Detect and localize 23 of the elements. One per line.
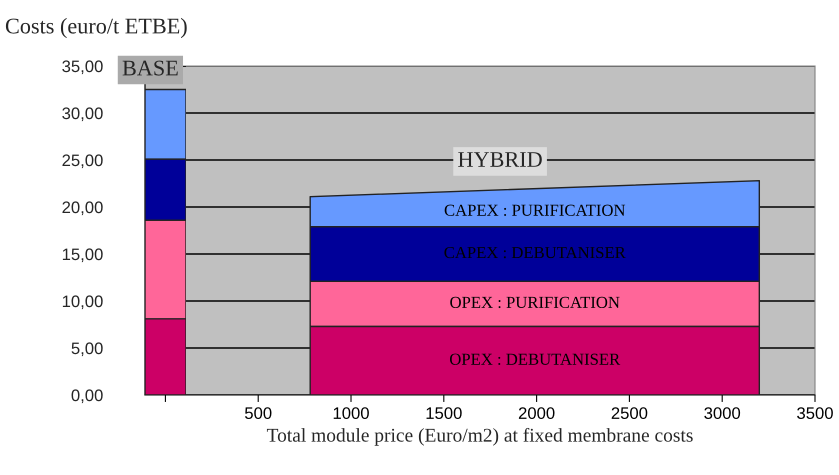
y-axis-title: Costs (euro/t ETBE): [6, 18, 187, 38]
series-label: CAPEX : PURIFICATION: [444, 204, 626, 216]
x-tick-label: 3500: [797, 407, 833, 420]
y-tick-label: 5,00: [72, 342, 103, 356]
series-label: OPEX : PURIFICATION: [450, 296, 620, 308]
x-tick-label: 3000: [704, 407, 740, 420]
series-label: OPEX : DEBUTANISER: [450, 354, 620, 365]
y-tick-label: 35,00: [62, 60, 103, 74]
y-tick-label: 10,00: [62, 295, 103, 310]
series-label: CAPEX : DEBUTANISER: [444, 246, 626, 258]
x-tick-label: 1000: [334, 407, 369, 420]
y-tick-label: 30,00: [62, 107, 103, 122]
y-tick-label: 20,00: [62, 201, 103, 216]
x-tick-label: 500: [244, 407, 272, 420]
annotation: BASE: [122, 60, 178, 76]
y-tick-label: 0,00: [72, 389, 103, 404]
annotation: HYBRID: [458, 152, 542, 167]
y-tick-label: 25,00: [62, 154, 103, 168]
x-tick-label: 2000: [518, 407, 554, 420]
x-tick-label: 2500: [612, 407, 648, 420]
x-axis-title: Total module price (Euro/m2) at fixed membrane costs: [266, 428, 693, 446]
x-tick-label: 1500: [426, 407, 462, 420]
y-tick-label: 15,00: [62, 248, 103, 262]
